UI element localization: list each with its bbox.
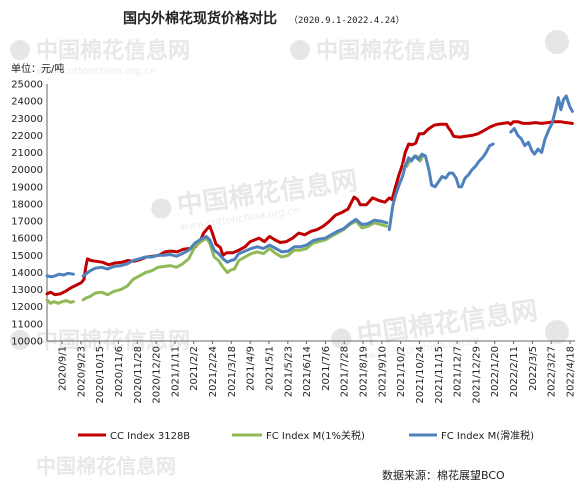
x-tick-label: 2021/12/7 bbox=[453, 346, 464, 397]
svg-text:中国棉花信息网: 中国棉花信息网 bbox=[316, 38, 470, 64]
source-note: 数据来源：棉花展望BCO bbox=[382, 468, 505, 482]
x-tick-label: 2020/9/1 bbox=[58, 346, 69, 391]
svg-text:中国棉花信息网: 中国棉花信息网 bbox=[36, 38, 190, 64]
x-tick-label: 2022/3/5 bbox=[528, 346, 539, 391]
series-layer bbox=[45, 94, 574, 305]
x-tick-labels: 2020/9/1 2020/9/23 2020/10/15 2020/11/6 2020… bbox=[58, 341, 577, 404]
y-tick-label: 10000 bbox=[11, 337, 43, 348]
y-tick-label: 13000 bbox=[11, 285, 43, 296]
y-tick-label: 11000 bbox=[11, 319, 43, 330]
series-cc-index bbox=[45, 120, 574, 297]
x-tick-label: 2021/12/29 bbox=[471, 346, 482, 404]
x-tick-label: 2020/10/15 bbox=[95, 346, 106, 404]
series-fc-index-sliding bbox=[81, 217, 389, 278]
x-tick-label: 2022/1/20 bbox=[490, 346, 501, 397]
legend-label: FC Index M(1%关税) bbox=[266, 429, 365, 442]
svg-text:中国棉花信息网: 中国棉花信息网 bbox=[36, 454, 176, 478]
x-tick-label: 2021/7/28 bbox=[340, 346, 351, 397]
legend-item-fc-sliding: FC Index M(滑准税) bbox=[409, 429, 534, 442]
x-tick-label: 2022/3/27 bbox=[547, 346, 558, 397]
y-tick-label: 18000 bbox=[11, 199, 43, 210]
x-tick-label: 2021/1/11 bbox=[170, 346, 181, 397]
x-tick-label: 2021/5/1 bbox=[264, 346, 275, 391]
legend-label: CC Index 3128B bbox=[110, 431, 190, 442]
x-tick-label: 2020/12/20 bbox=[152, 346, 163, 404]
chart-subtitle: （2020.9.1-2022.4.24） bbox=[289, 15, 405, 26]
x-tick-label: 2021/3/18 bbox=[227, 346, 238, 397]
legend-item-cc: CC Index 3128B bbox=[78, 431, 190, 442]
svg-text:www.cottonchina.org.cn: www.cottonchina.org.cn bbox=[36, 66, 156, 77]
series-fc-index-1pct bbox=[45, 298, 75, 305]
unit-label: 单位：元/吨 bbox=[11, 62, 64, 75]
y-tick-label: 12000 bbox=[11, 302, 43, 313]
legend-label: FC Index M(滑准税) bbox=[441, 429, 534, 442]
x-tick-label: 2021/7/6 bbox=[321, 346, 332, 391]
y-tick-label: 21000 bbox=[11, 148, 43, 159]
x-tick-label: 2021/10/24 bbox=[415, 346, 426, 404]
y-tick-label: 15000 bbox=[11, 251, 43, 262]
y-tick-label: 16000 bbox=[11, 234, 43, 245]
y-tick-labels: 10000 11000 12000 13000 14000 15000 16000 17000… bbox=[11, 80, 43, 348]
x-tick-label: 2020/11/6 bbox=[114, 346, 125, 397]
x-tick-label: 2022/4/18 bbox=[566, 346, 577, 397]
y-tick-label: 24000 bbox=[11, 97, 43, 108]
y-tick-label: 17000 bbox=[11, 217, 43, 228]
legend-item-fc-1pct: FC Index M(1%关税) bbox=[232, 429, 365, 442]
x-tick-label: 2021/2/24 bbox=[208, 346, 219, 397]
x-tick-label: 2021/9/10 bbox=[377, 346, 388, 397]
chart-title: 国内外棉花现货价格对比 bbox=[123, 10, 277, 27]
series-fc-index-sliding bbox=[387, 142, 495, 232]
y-tick-label: 25000 bbox=[11, 80, 43, 91]
series-fc-index-sliding bbox=[509, 94, 574, 156]
x-tick-label: 2022/2/11 bbox=[509, 346, 520, 397]
y-tick-label: 23000 bbox=[11, 114, 43, 125]
x-tick-label: 2021/4/9 bbox=[246, 346, 257, 391]
x-tick-label: 2020/9/23 bbox=[76, 346, 87, 397]
x-tick-label: 2021/8/19 bbox=[359, 346, 370, 397]
x-tick-label: 2021/2/2 bbox=[189, 346, 200, 391]
legend: CC Index 3128B FC Index M(1%关税) FC Index… bbox=[78, 429, 534, 442]
y-tick-label: 14000 bbox=[11, 268, 43, 279]
y-tick-label: 20000 bbox=[11, 165, 43, 176]
x-tick-label: 2020/11/28 bbox=[133, 346, 144, 404]
y-tick-label: 19000 bbox=[11, 182, 43, 193]
x-tick-label: 2021/11/15 bbox=[434, 346, 445, 404]
y-tick-label: 22000 bbox=[11, 131, 43, 142]
x-tick-label: 2021/10/2 bbox=[396, 346, 407, 397]
series-fc-index-sliding bbox=[45, 271, 75, 279]
x-tick-label: 2021/6/14 bbox=[302, 346, 313, 397]
x-tick-label: 2021/5/23 bbox=[283, 346, 294, 397]
